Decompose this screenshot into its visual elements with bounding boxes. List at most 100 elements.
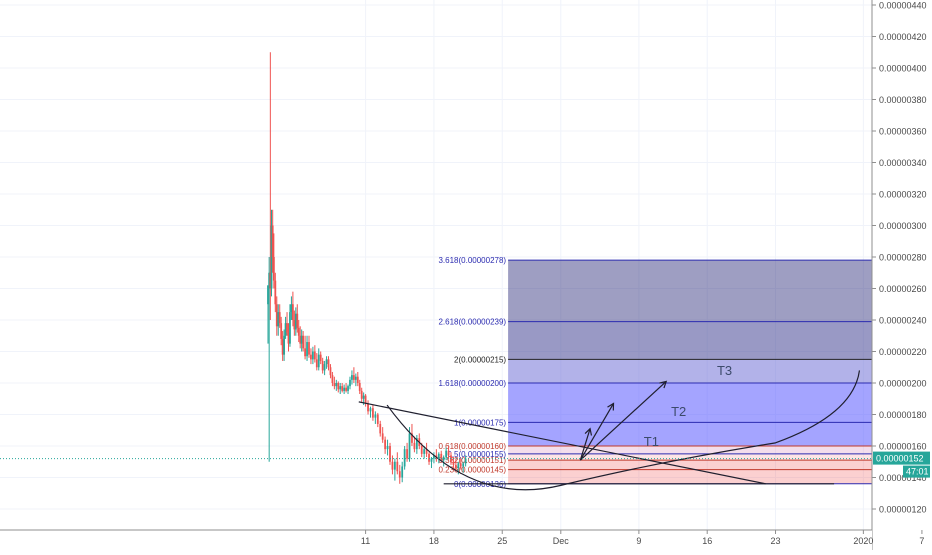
price-tick-label: 0.00000140 (879, 473, 927, 483)
candle-body (339, 386, 342, 390)
candle-body (286, 323, 288, 333)
candle-body (293, 320, 296, 330)
candle-body (308, 342, 310, 355)
candle-body (315, 359, 318, 368)
rounding-bottom-curve[interactable] (386, 370, 861, 491)
time-tick-label: 18 (429, 536, 439, 546)
fib-level-label: 0.618(0.00000160) (438, 442, 506, 451)
candle-body (300, 335, 303, 344)
candle-body (275, 304, 278, 327)
candle-body (269, 272, 272, 289)
time-tick-label: 7 (919, 536, 924, 546)
candle-body (302, 335, 305, 349)
last-price-value: 0.00000152 (876, 454, 924, 464)
candle-body (317, 354, 320, 368)
candle-body (289, 312, 291, 344)
candle-body (345, 387, 347, 391)
grid-lines (0, 0, 923, 530)
target-arrow-2[interactable] (579, 403, 615, 461)
candle-body (272, 257, 275, 281)
fib-zone (508, 446, 916, 454)
candle-body (413, 442, 416, 450)
candle-body (450, 455, 452, 462)
candle-body (415, 438, 418, 450)
candle-body (462, 463, 465, 467)
price-tick-label: 0.00000180 (879, 410, 927, 420)
candle-body (304, 348, 306, 357)
target-arrow-1[interactable] (579, 428, 591, 461)
price-tick-label: 0.00000360 (879, 127, 927, 137)
candle-body (437, 453, 440, 459)
candle-body (379, 423, 382, 434)
fib-level-label: 0.236(0.00000145) (438, 466, 506, 475)
candle-body (281, 338, 284, 355)
fib-level-label: 2(0.00000215) (454, 355, 506, 364)
candle-body (406, 449, 408, 459)
candle-body (291, 304, 294, 320)
target-arrow-3[interactable] (579, 380, 667, 461)
candle-body (327, 359, 330, 368)
candle-body (428, 453, 430, 462)
fib-zone (508, 383, 916, 423)
candle-body (369, 408, 372, 412)
fib-zone (508, 260, 916, 322)
candle-body (360, 390, 363, 399)
price-tick-label: 0.00000400 (879, 64, 927, 74)
candle-body (323, 364, 326, 371)
candle-body (296, 313, 299, 328)
price-tick-label: 0.00000160 (879, 442, 927, 452)
fib-zone (508, 469, 916, 484)
time-tick-label: 9 (636, 536, 641, 546)
candle-body (297, 327, 300, 336)
candle-body (329, 367, 332, 376)
candle-body (356, 376, 359, 383)
candle-body (347, 386, 349, 391)
candle-body (325, 359, 328, 365)
fib-zone (508, 321, 916, 360)
price-tick-label: 0.00000240 (879, 316, 927, 326)
fib-zone (508, 453, 916, 461)
price-tick-label: 0.00000300 (879, 221, 927, 231)
fib-zone (508, 422, 916, 446)
candle-body (440, 453, 443, 461)
candle-body (294, 313, 297, 330)
drawings[interactable] (358, 370, 861, 491)
last-price-badge: 0.00000152 47:01 (873, 451, 930, 478)
candle-body (270, 225, 273, 289)
target-annotations: T1 T2 T3 (644, 363, 732, 449)
candle-body (374, 414, 377, 418)
candle-body (454, 464, 457, 469)
candle-body (362, 395, 365, 399)
candle-body (277, 312, 280, 327)
candle-body (457, 463, 460, 469)
fib-level-label: 2.618(0.00000239) (438, 318, 506, 327)
candle-body (447, 450, 450, 456)
time-axis[interactable]: 11 18 25 Dec 9 16 23 2020 7 (361, 530, 924, 546)
candle-body (430, 458, 433, 462)
candle-body (364, 395, 367, 404)
candle-body (321, 360, 324, 371)
price-axis[interactable]: 0.00000440 0.00000420 0.00000400 0.00000380… (872, 1, 927, 515)
candle-body (398, 471, 401, 478)
target-arrow-3-head (659, 380, 668, 389)
last-price-box (873, 451, 930, 465)
candle-body (358, 383, 361, 391)
time-tick-label: 11 (361, 536, 370, 546)
candle-body (396, 461, 399, 472)
descending-trendline[interactable] (358, 401, 766, 485)
candle-body (271, 225, 274, 257)
candle-body (445, 450, 448, 458)
candle-body (278, 312, 281, 324)
candle-body (464, 458, 467, 464)
fibonacci-extension[interactable]: 0(0.00000136)0.236(0.00000145)0.382(0.00… (438, 256, 916, 489)
candle-body (333, 383, 336, 387)
candle-body (393, 461, 396, 470)
target-label-3: T3 (717, 363, 732, 378)
candle-body (352, 375, 355, 380)
candle-body (299, 335, 302, 344)
fib-level-label: 0.382(0.00000151) (438, 456, 506, 465)
candle-body (267, 285, 269, 305)
candle-body (283, 335, 286, 355)
target-label-2: T2 (671, 404, 686, 419)
